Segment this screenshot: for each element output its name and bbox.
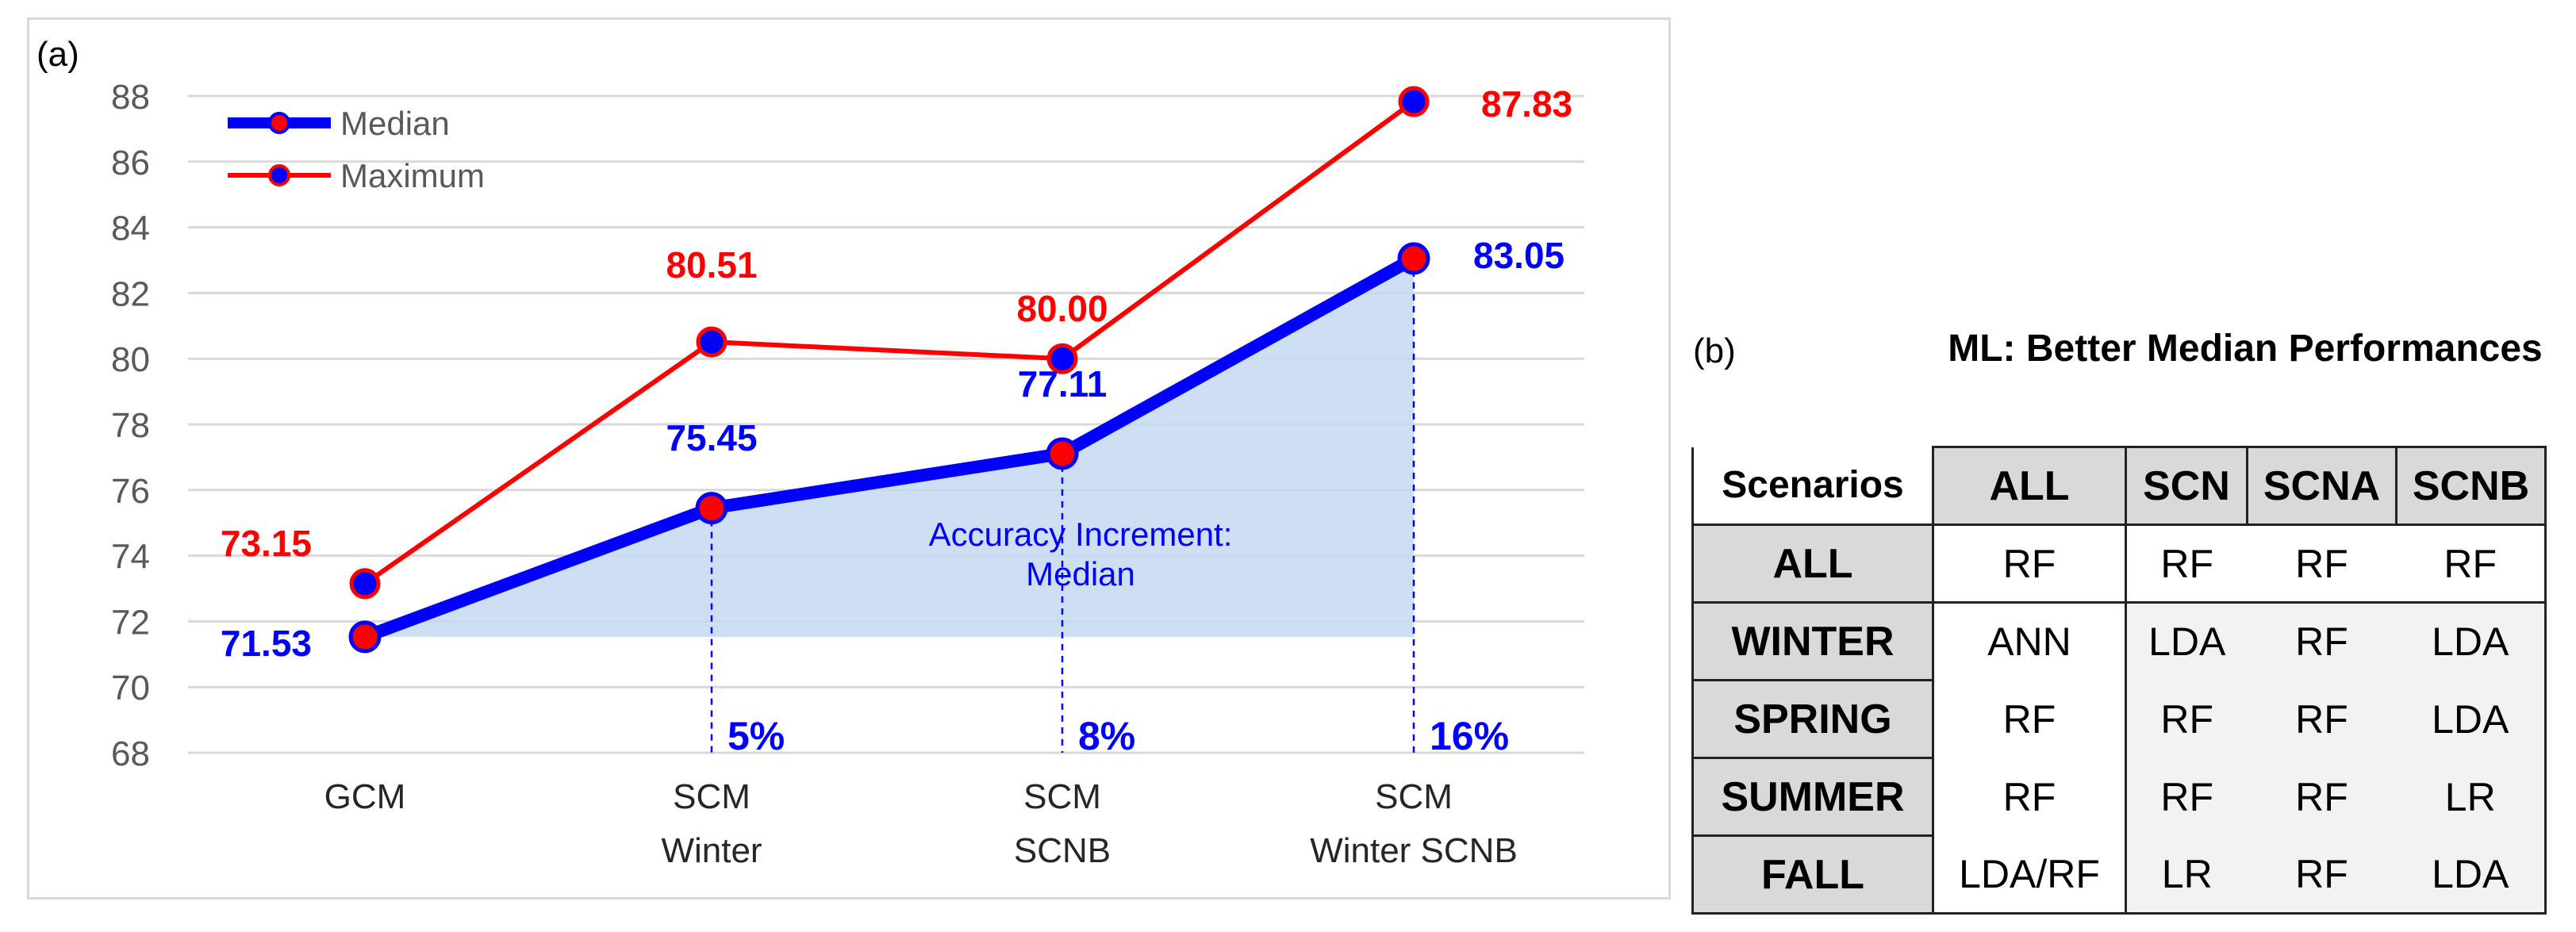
table-cell: RF [2247, 835, 2397, 915]
increment-label: 8% [1078, 714, 1135, 758]
row-header: SUMMER [1691, 757, 1934, 837]
maximum-data-label: 80.00 [1016, 288, 1108, 329]
maximum-data-label: 87.83 [1481, 83, 1572, 125]
maximum-data-label: 73.15 [221, 523, 312, 564]
table-row: ALL RF RF RF RF [1691, 524, 2547, 604]
table-cell: RF [2125, 524, 2248, 604]
corner-header: Scenarios [1691, 447, 1934, 526]
column-header: SCNB [2395, 446, 2547, 526]
legend-label: Maximum [340, 157, 485, 194]
table-row: SUMMER RF RF RF LR [1691, 757, 2547, 837]
maximum-point [696, 326, 727, 358]
legend-marker [268, 164, 290, 186]
y-tick-label: 70 [111, 669, 150, 708]
panel-a-label: (a) [36, 35, 79, 74]
median-point [1046, 437, 1079, 470]
table-cell: RF [2396, 524, 2547, 604]
area-label: Accuracy Increment: [929, 516, 1233, 553]
x-tick-label: SCNB [1014, 831, 1111, 870]
table-cell: RF [2125, 757, 2248, 836]
row-header: ALL [1691, 524, 1934, 604]
median-point [1397, 242, 1430, 275]
median-line [363, 252, 1417, 643]
table-cell: LDA [2396, 602, 2547, 681]
table-cell: RF [1933, 524, 2127, 604]
y-tick-label: 84 [111, 209, 150, 248]
median-data-label: 71.53 [221, 623, 312, 664]
increment-label: 5% [727, 714, 785, 758]
y-tick-label: 78 [111, 406, 150, 445]
table-cell: LDA [2396, 680, 2547, 758]
median-data-label: 77.11 [1018, 363, 1108, 405]
area-label: Median [1026, 555, 1135, 593]
y-tick-label: 82 [111, 274, 150, 313]
median-point [348, 620, 382, 654]
table-cell: RF [1933, 757, 2127, 836]
table-cell: LDA/RF [1933, 835, 2127, 915]
median-data-label: 83.05 [1473, 235, 1564, 276]
row-header: SPRING [1691, 679, 1934, 759]
increment-label: 16% [1430, 714, 1509, 758]
y-tick-label: 88 [111, 78, 150, 117]
x-tick-label: SCM [673, 777, 751, 816]
median-data-label: 75.45 [666, 417, 757, 458]
ml-performance-table: Scenarios ALL SCN SCNA SCNB ALL RF RF RF… [1691, 446, 2547, 915]
column-header: ALL [1932, 446, 2127, 526]
maximum-point [1046, 343, 1078, 374]
x-tick-label: GCM [324, 777, 406, 816]
table-cell: RF [2247, 602, 2397, 681]
y-tick-label: 76 [111, 472, 150, 511]
x-tick-label: SCM [1375, 777, 1453, 816]
y-tick-label: 80 [111, 340, 150, 379]
x-tick-label: SCM [1023, 777, 1101, 816]
table-cell: RF [2247, 757, 2397, 836]
table-row: SPRING RF RF RF LDA [1691, 679, 2547, 759]
table-cell: RF [2247, 524, 2397, 604]
table-title: ML: Better Median Performances [1948, 328, 2543, 370]
legend-marker [268, 112, 290, 134]
maximum-point [1398, 86, 1430, 117]
x-tick-label: Winter [661, 831, 762, 870]
maximum-data-label: 80.51 [666, 244, 757, 286]
median-point [695, 492, 728, 525]
table-header-row: Scenarios ALL SCN SCNA SCNB [1691, 446, 2547, 526]
table-cell: ANN [1933, 602, 2127, 681]
maximum-point [349, 568, 381, 600]
line-chart: 68 70 72 74 76 78 80 82 84 86 88 Accuracy Increment… [111, 78, 1584, 870]
table-row: FALL LDA/RF LR RF LDA [1691, 834, 2547, 915]
table-row: WINTER ANN LDA RF LDA [1691, 601, 2547, 681]
y-tick-label: 74 [111, 538, 150, 577]
column-header: SCN [2125, 446, 2248, 526]
y-tick-label: 72 [111, 603, 150, 642]
chart-panel: 68 70 72 74 76 78 80 82 84 86 88 Accuracy Increment… [27, 17, 1671, 899]
table-cell: LDA [2396, 835, 2547, 915]
table-cell: RF [2247, 680, 2397, 758]
legend-label: Median [340, 105, 450, 142]
column-header: SCNA [2246, 446, 2397, 526]
y-tick-label: 68 [111, 734, 150, 773]
table-cell: LDA [2125, 602, 2248, 681]
x-tick-label: Winter SCNB [1310, 831, 1518, 870]
table-cell: LR [2396, 757, 2547, 836]
panel-b-label: (b) [1693, 332, 1736, 370]
table-cell: RF [2125, 680, 2248, 758]
table-cell: LR [2125, 835, 2248, 915]
table-cell: RF [1933, 680, 2127, 758]
y-tick-label: 86 [111, 144, 150, 182]
row-header: WINTER [1691, 601, 1934, 681]
maximum-line [363, 99, 1415, 586]
row-header: FALL [1691, 834, 1934, 915]
